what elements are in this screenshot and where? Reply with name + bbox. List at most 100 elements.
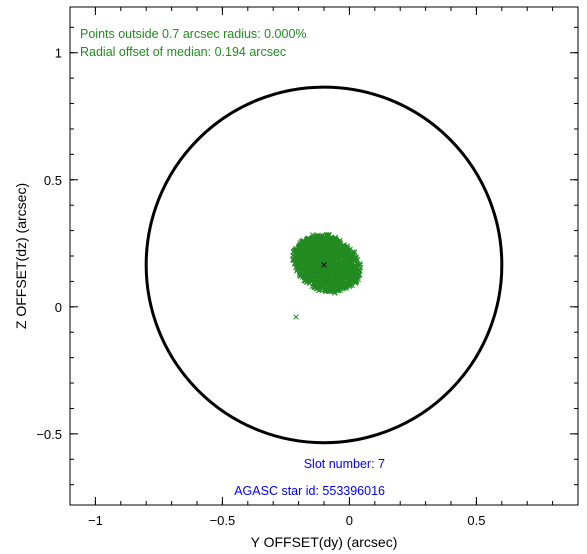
cluster-point xyxy=(333,237,340,243)
cluster-point xyxy=(307,271,314,278)
cluster-point xyxy=(323,256,330,262)
cluster-point xyxy=(353,254,359,261)
agasc-id-annotation: AGASC star id: 553396016 xyxy=(234,484,385,498)
cluster-point xyxy=(315,282,321,288)
cluster-point xyxy=(313,233,319,240)
cluster-point xyxy=(331,241,337,248)
cluster-point xyxy=(322,262,329,268)
cluster-point xyxy=(345,245,351,252)
y-axis-label: Z OFFSET(dz) (arcsec) xyxy=(13,183,29,329)
cluster-point xyxy=(333,271,340,278)
cluster-point xyxy=(325,273,332,280)
cluster-point xyxy=(318,233,325,239)
cluster-point xyxy=(298,266,305,272)
cluster-point xyxy=(320,265,326,272)
cluster-point xyxy=(304,264,311,271)
cluster-point xyxy=(326,286,333,293)
cluster-point xyxy=(311,240,317,246)
radius-circle xyxy=(144,85,504,445)
cluster-point xyxy=(307,266,314,272)
median-point xyxy=(321,262,327,268)
cluster-point xyxy=(337,287,344,293)
cluster-point xyxy=(347,270,354,276)
cluster-point xyxy=(323,279,330,285)
cluster-point xyxy=(315,270,322,276)
outlier-point xyxy=(293,314,299,320)
cluster-point xyxy=(339,284,346,290)
cluster-point xyxy=(337,261,344,267)
cluster-point xyxy=(294,268,300,274)
x-tick-label: 0 xyxy=(346,513,353,528)
y-tick-label: 0.5 xyxy=(44,173,62,188)
cluster-point xyxy=(347,276,354,283)
slot-number-annotation: Slot number: 7 xyxy=(304,457,385,471)
cluster-point xyxy=(322,237,329,243)
cluster-point xyxy=(322,288,329,295)
cluster-point xyxy=(345,265,351,271)
cluster-point xyxy=(297,273,303,279)
cluster-point xyxy=(334,253,340,260)
cluster-point xyxy=(298,239,304,245)
cluster-point xyxy=(306,237,312,243)
cluster-point xyxy=(322,252,329,259)
cluster-point xyxy=(356,271,363,277)
y-axis-ticks: −0.5 0 0.5 1 xyxy=(36,26,578,486)
x-axis-label: Y OFFSET(dy) (arcsec) xyxy=(251,534,398,550)
outlier-points xyxy=(293,314,299,320)
x-tick-label: −0.5 xyxy=(210,513,236,528)
cluster-point xyxy=(343,252,350,258)
cluster-point xyxy=(322,238,329,245)
cluster-point xyxy=(326,259,332,266)
points-outside-annotation: Points outside 0.7 arcsec radius: 0.000% xyxy=(80,27,307,41)
cluster-point xyxy=(330,246,336,253)
cluster-point xyxy=(306,280,313,286)
cluster-point xyxy=(309,250,315,256)
cluster-point xyxy=(315,245,321,251)
cluster-point xyxy=(314,266,320,272)
cluster-point xyxy=(302,273,309,280)
cluster-point xyxy=(300,247,307,254)
cluster-point xyxy=(299,260,305,266)
cluster-point xyxy=(346,283,353,290)
y-tick-label: −0.5 xyxy=(36,427,62,442)
cluster-point xyxy=(338,264,345,271)
x-tick-label: 0.5 xyxy=(467,513,485,528)
cluster-point xyxy=(309,263,315,269)
x-tick-label: −1 xyxy=(88,513,103,528)
cluster-point xyxy=(357,264,364,271)
cluster-point xyxy=(292,259,299,266)
cluster-point xyxy=(318,286,325,293)
cluster-point xyxy=(339,276,346,282)
cluster-point xyxy=(313,261,320,268)
cluster-point xyxy=(302,255,308,262)
cluster-point xyxy=(312,274,319,280)
median-marker xyxy=(321,262,327,268)
cluster-point xyxy=(320,267,326,273)
cluster-point xyxy=(337,245,344,252)
cluster-point xyxy=(331,247,337,253)
cluster-point xyxy=(310,247,316,254)
offset-cluster xyxy=(289,231,364,296)
cluster-point xyxy=(356,272,362,278)
cluster-point xyxy=(322,243,328,249)
cluster-point xyxy=(311,283,318,289)
cluster-point xyxy=(351,264,357,271)
cluster-point xyxy=(327,273,334,280)
cluster-point xyxy=(334,278,341,284)
cluster-point xyxy=(329,265,336,272)
cluster-point xyxy=(307,272,314,278)
cluster-point xyxy=(342,252,348,259)
cluster-point xyxy=(347,257,353,264)
y-tick-label: 0 xyxy=(55,300,62,315)
cluster-point xyxy=(299,250,305,256)
x-axis-ticks: −1 −0.5 0 0.5 xyxy=(69,7,579,528)
radial-offset-annotation: Radial offset of median: 0.194 arcsec xyxy=(80,45,286,59)
cluster-point xyxy=(317,253,323,260)
cluster-point xyxy=(343,282,349,288)
cluster-point xyxy=(296,264,302,271)
cluster-point xyxy=(349,250,355,257)
cluster-point xyxy=(324,246,331,253)
cluster-point xyxy=(349,263,356,270)
cluster-point xyxy=(293,252,300,259)
